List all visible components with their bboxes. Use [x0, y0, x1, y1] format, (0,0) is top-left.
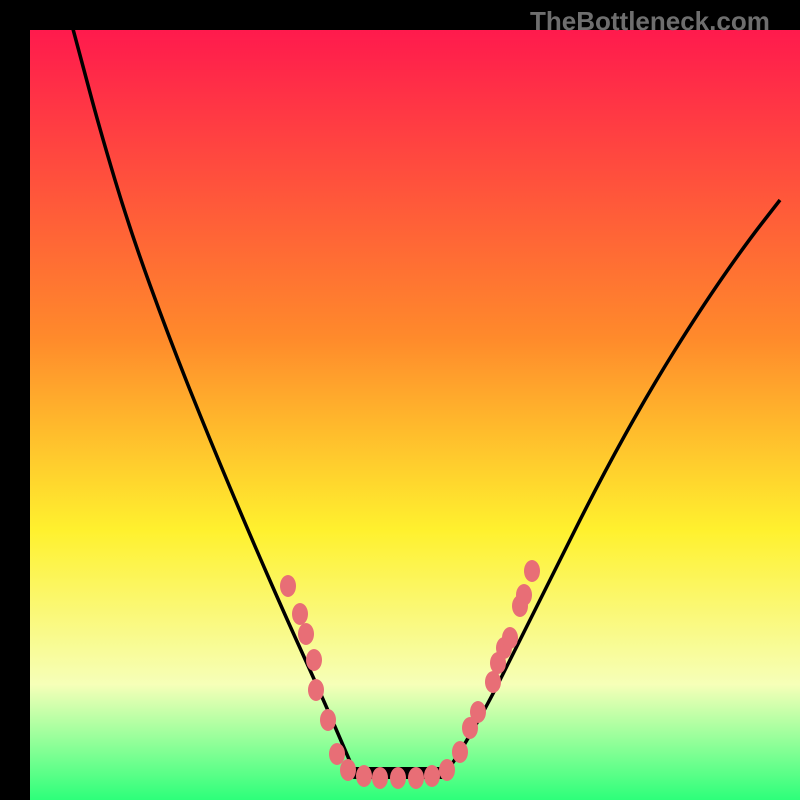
curve-marker [485, 671, 501, 693]
curve-marker [308, 679, 324, 701]
curve-marker [356, 765, 372, 787]
curve-marker [424, 765, 440, 787]
curve-marker [372, 767, 388, 789]
curve-marker [320, 709, 336, 731]
curve-marker [470, 701, 486, 723]
curve-group [70, 18, 780, 773]
curve-marker [329, 743, 345, 765]
curve-marker [390, 767, 406, 789]
curve-marker [502, 627, 518, 649]
curve-marker [408, 767, 424, 789]
curve-marker [280, 575, 296, 597]
curve-marker [298, 623, 314, 645]
curve-marker [439, 759, 455, 781]
chart-frame: TheBottleneck.com [0, 0, 800, 800]
curve-marker [292, 603, 308, 625]
chart-svg [0, 0, 800, 800]
curve-marker [524, 560, 540, 582]
curve-marker [452, 741, 468, 763]
curve-marker [306, 649, 322, 671]
curve-marker [516, 584, 532, 606]
curve-marker [340, 759, 356, 781]
